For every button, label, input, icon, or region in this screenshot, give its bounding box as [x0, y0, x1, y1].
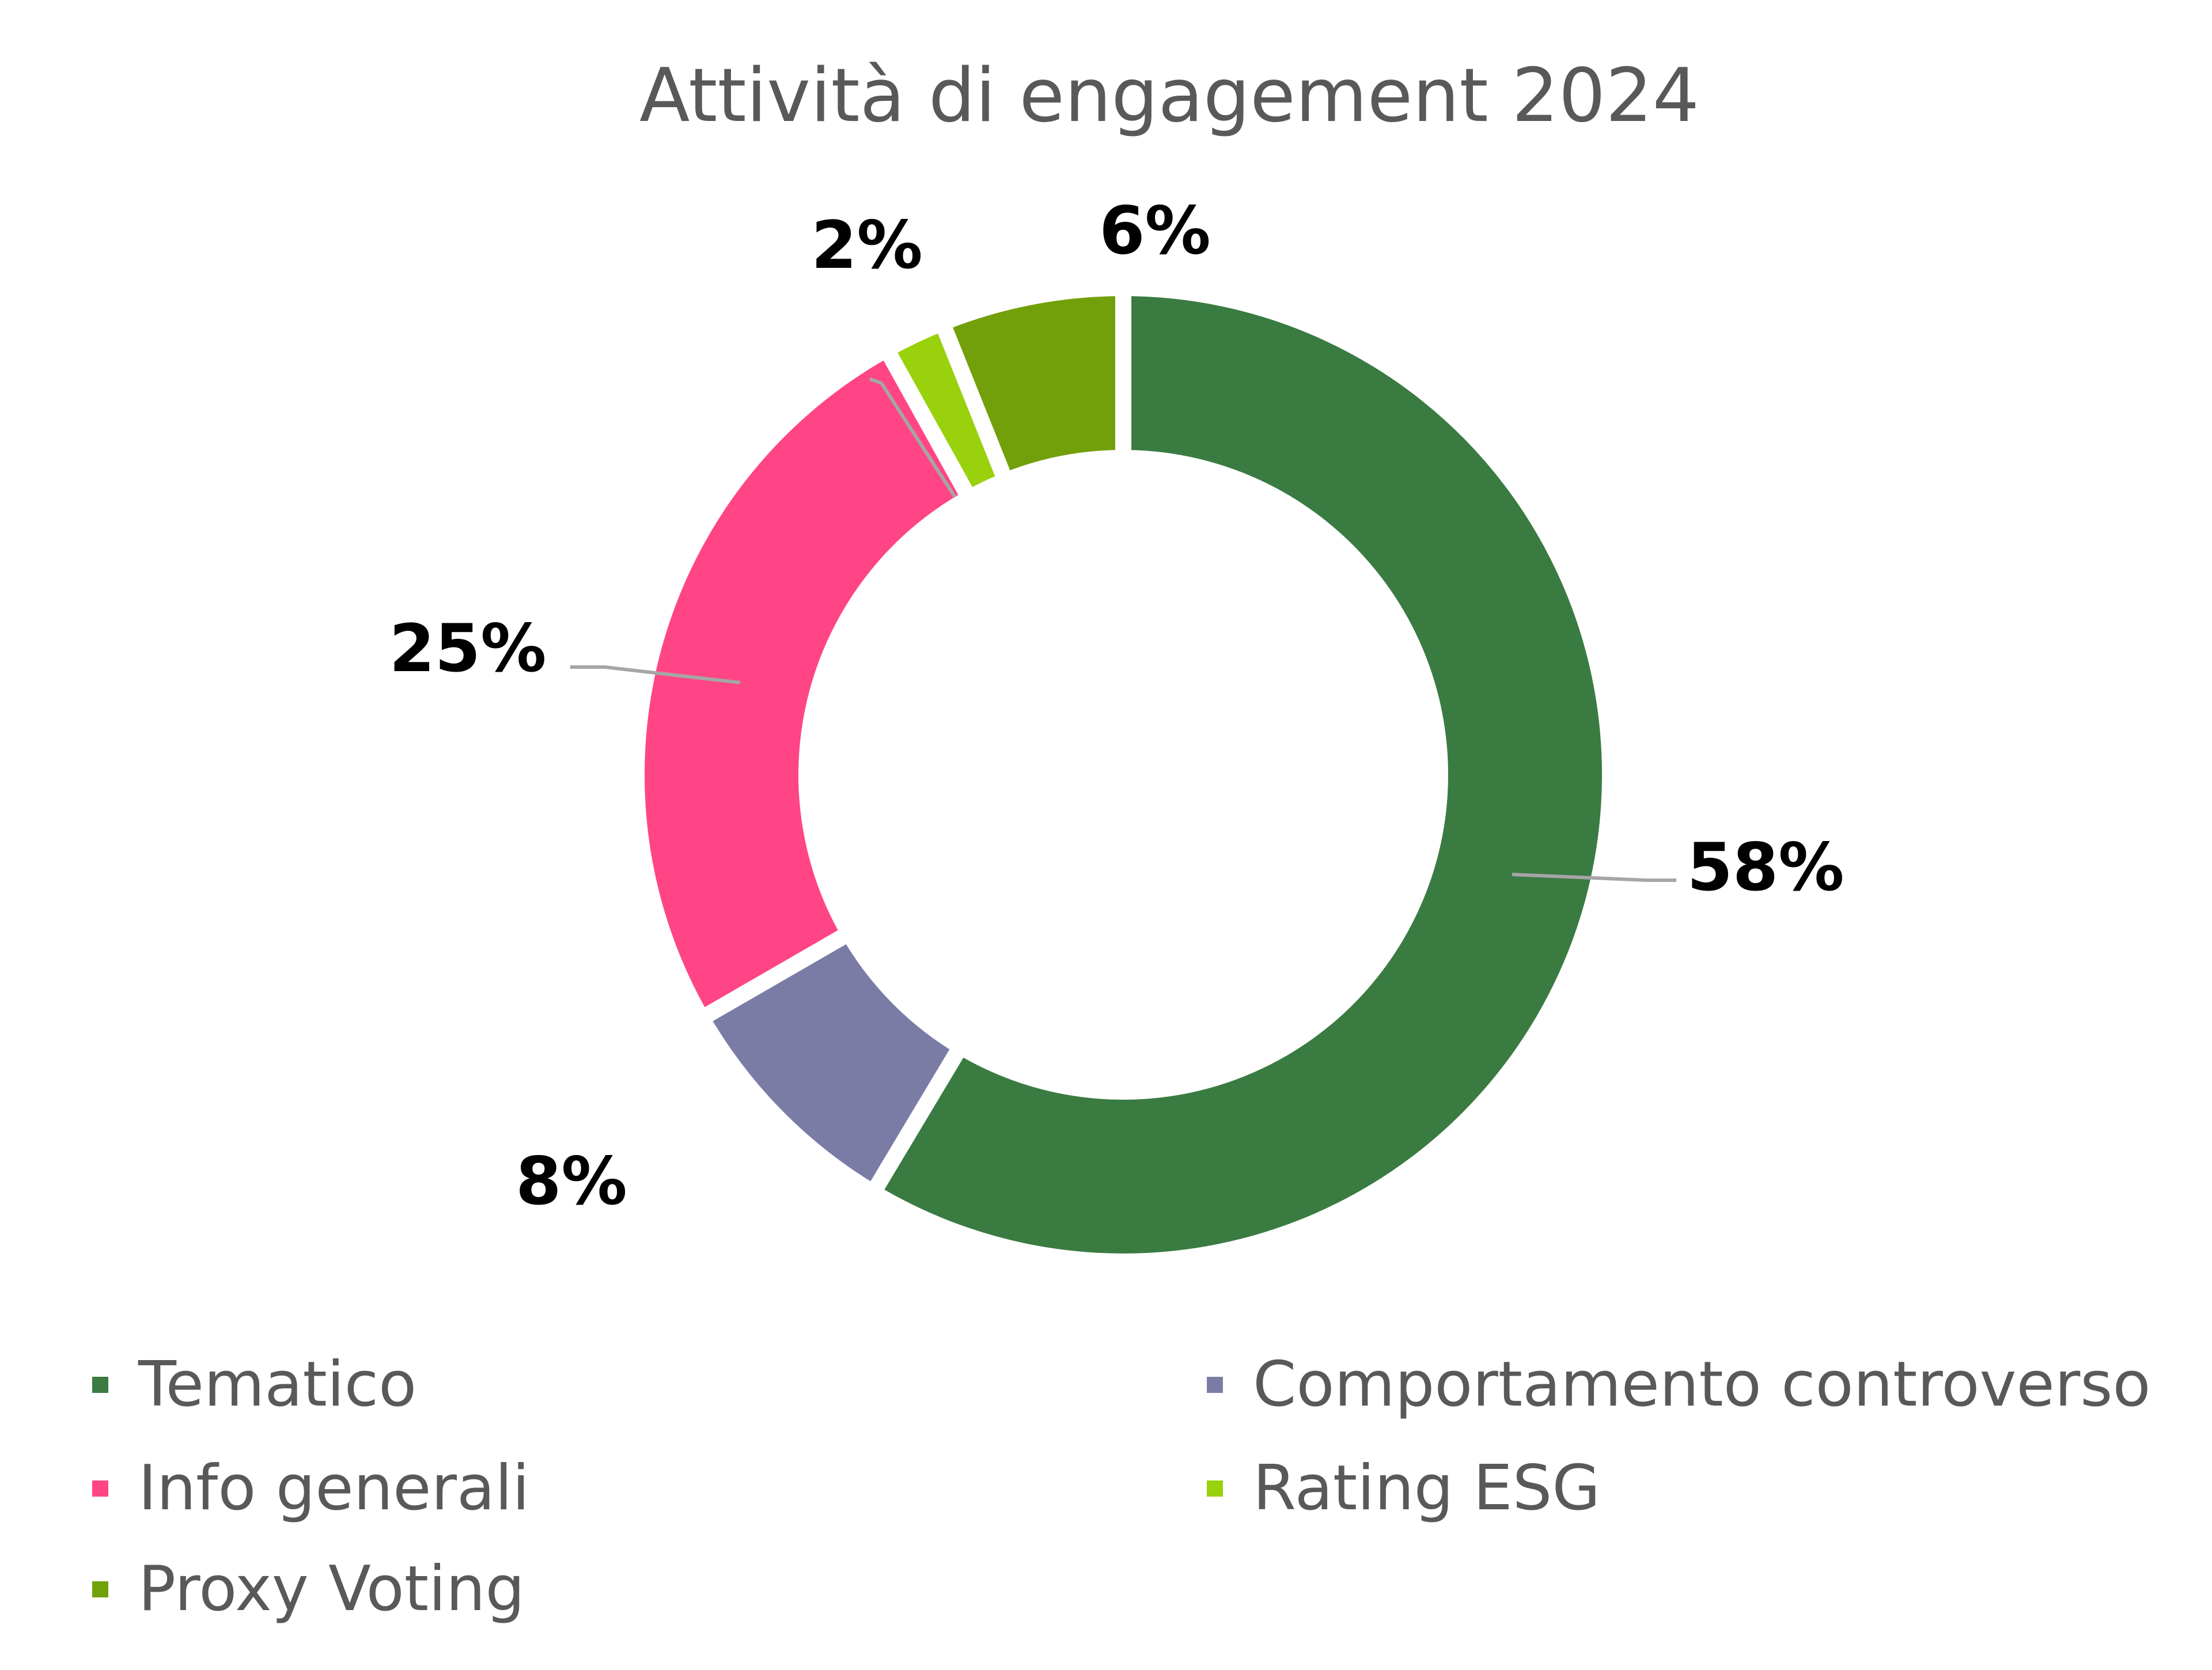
- data-label-tematico: 58%: [1687, 829, 1844, 906]
- legend-label-proxy-voting: Proxy Voting: [138, 1553, 525, 1625]
- leader-line-tematico: [1512, 873, 1676, 882]
- leader-lines: [570, 377, 1676, 882]
- legend-item-comportamento-controverso: Comportamento controverso: [1207, 1349, 2151, 1421]
- legend-swatch-info-generali: [92, 1480, 108, 1497]
- legend: Tematico Comportamento controverso Info ge…: [92, 1349, 2151, 1625]
- legend-swatch-comportamento-controverso: [1207, 1377, 1223, 1393]
- legend-item-proxy-voting: Proxy Voting: [92, 1553, 525, 1625]
- slice-info-generali: [628, 338, 980, 1029]
- legend-swatch-tematico: [92, 1377, 108, 1393]
- data-label-rating-esg: 2%: [811, 207, 923, 283]
- data-label-info-generali: 25%: [389, 610, 547, 687]
- slice-tematico: [862, 279, 1618, 1270]
- legend-label-rating-esg: Rating ESG: [1253, 1452, 1600, 1524]
- data-labels: 58% 8% 25% 2% 6%: [389, 192, 1844, 1220]
- data-label-proxy-voting: 6%: [1099, 192, 1211, 269]
- legend-item-tematico: Tematico: [92, 1349, 416, 1421]
- data-label-comportamento-controverso: 8%: [516, 1143, 627, 1220]
- legend-swatch-proxy-voting: [92, 1581, 108, 1597]
- chart-title: Attività di engagement 2024: [639, 53, 1699, 139]
- slice-proxy-voting: [931, 279, 1131, 491]
- legend-label-tematico: Tematico: [138, 1349, 416, 1421]
- donut-slices: [628, 279, 1618, 1270]
- legend-label-info-generali: Info generali: [138, 1452, 529, 1524]
- legend-swatch-rating-esg: [1207, 1480, 1223, 1497]
- leader-line-rating-esg: [869, 377, 957, 498]
- legend-item-rating-esg: Rating ESG: [1207, 1452, 1600, 1524]
- legend-item-info-generali: Info generali: [92, 1452, 529, 1524]
- legend-label-comportamento-controverso: Comportamento controverso: [1253, 1349, 2151, 1421]
- leader-line-info-generali: [570, 665, 741, 684]
